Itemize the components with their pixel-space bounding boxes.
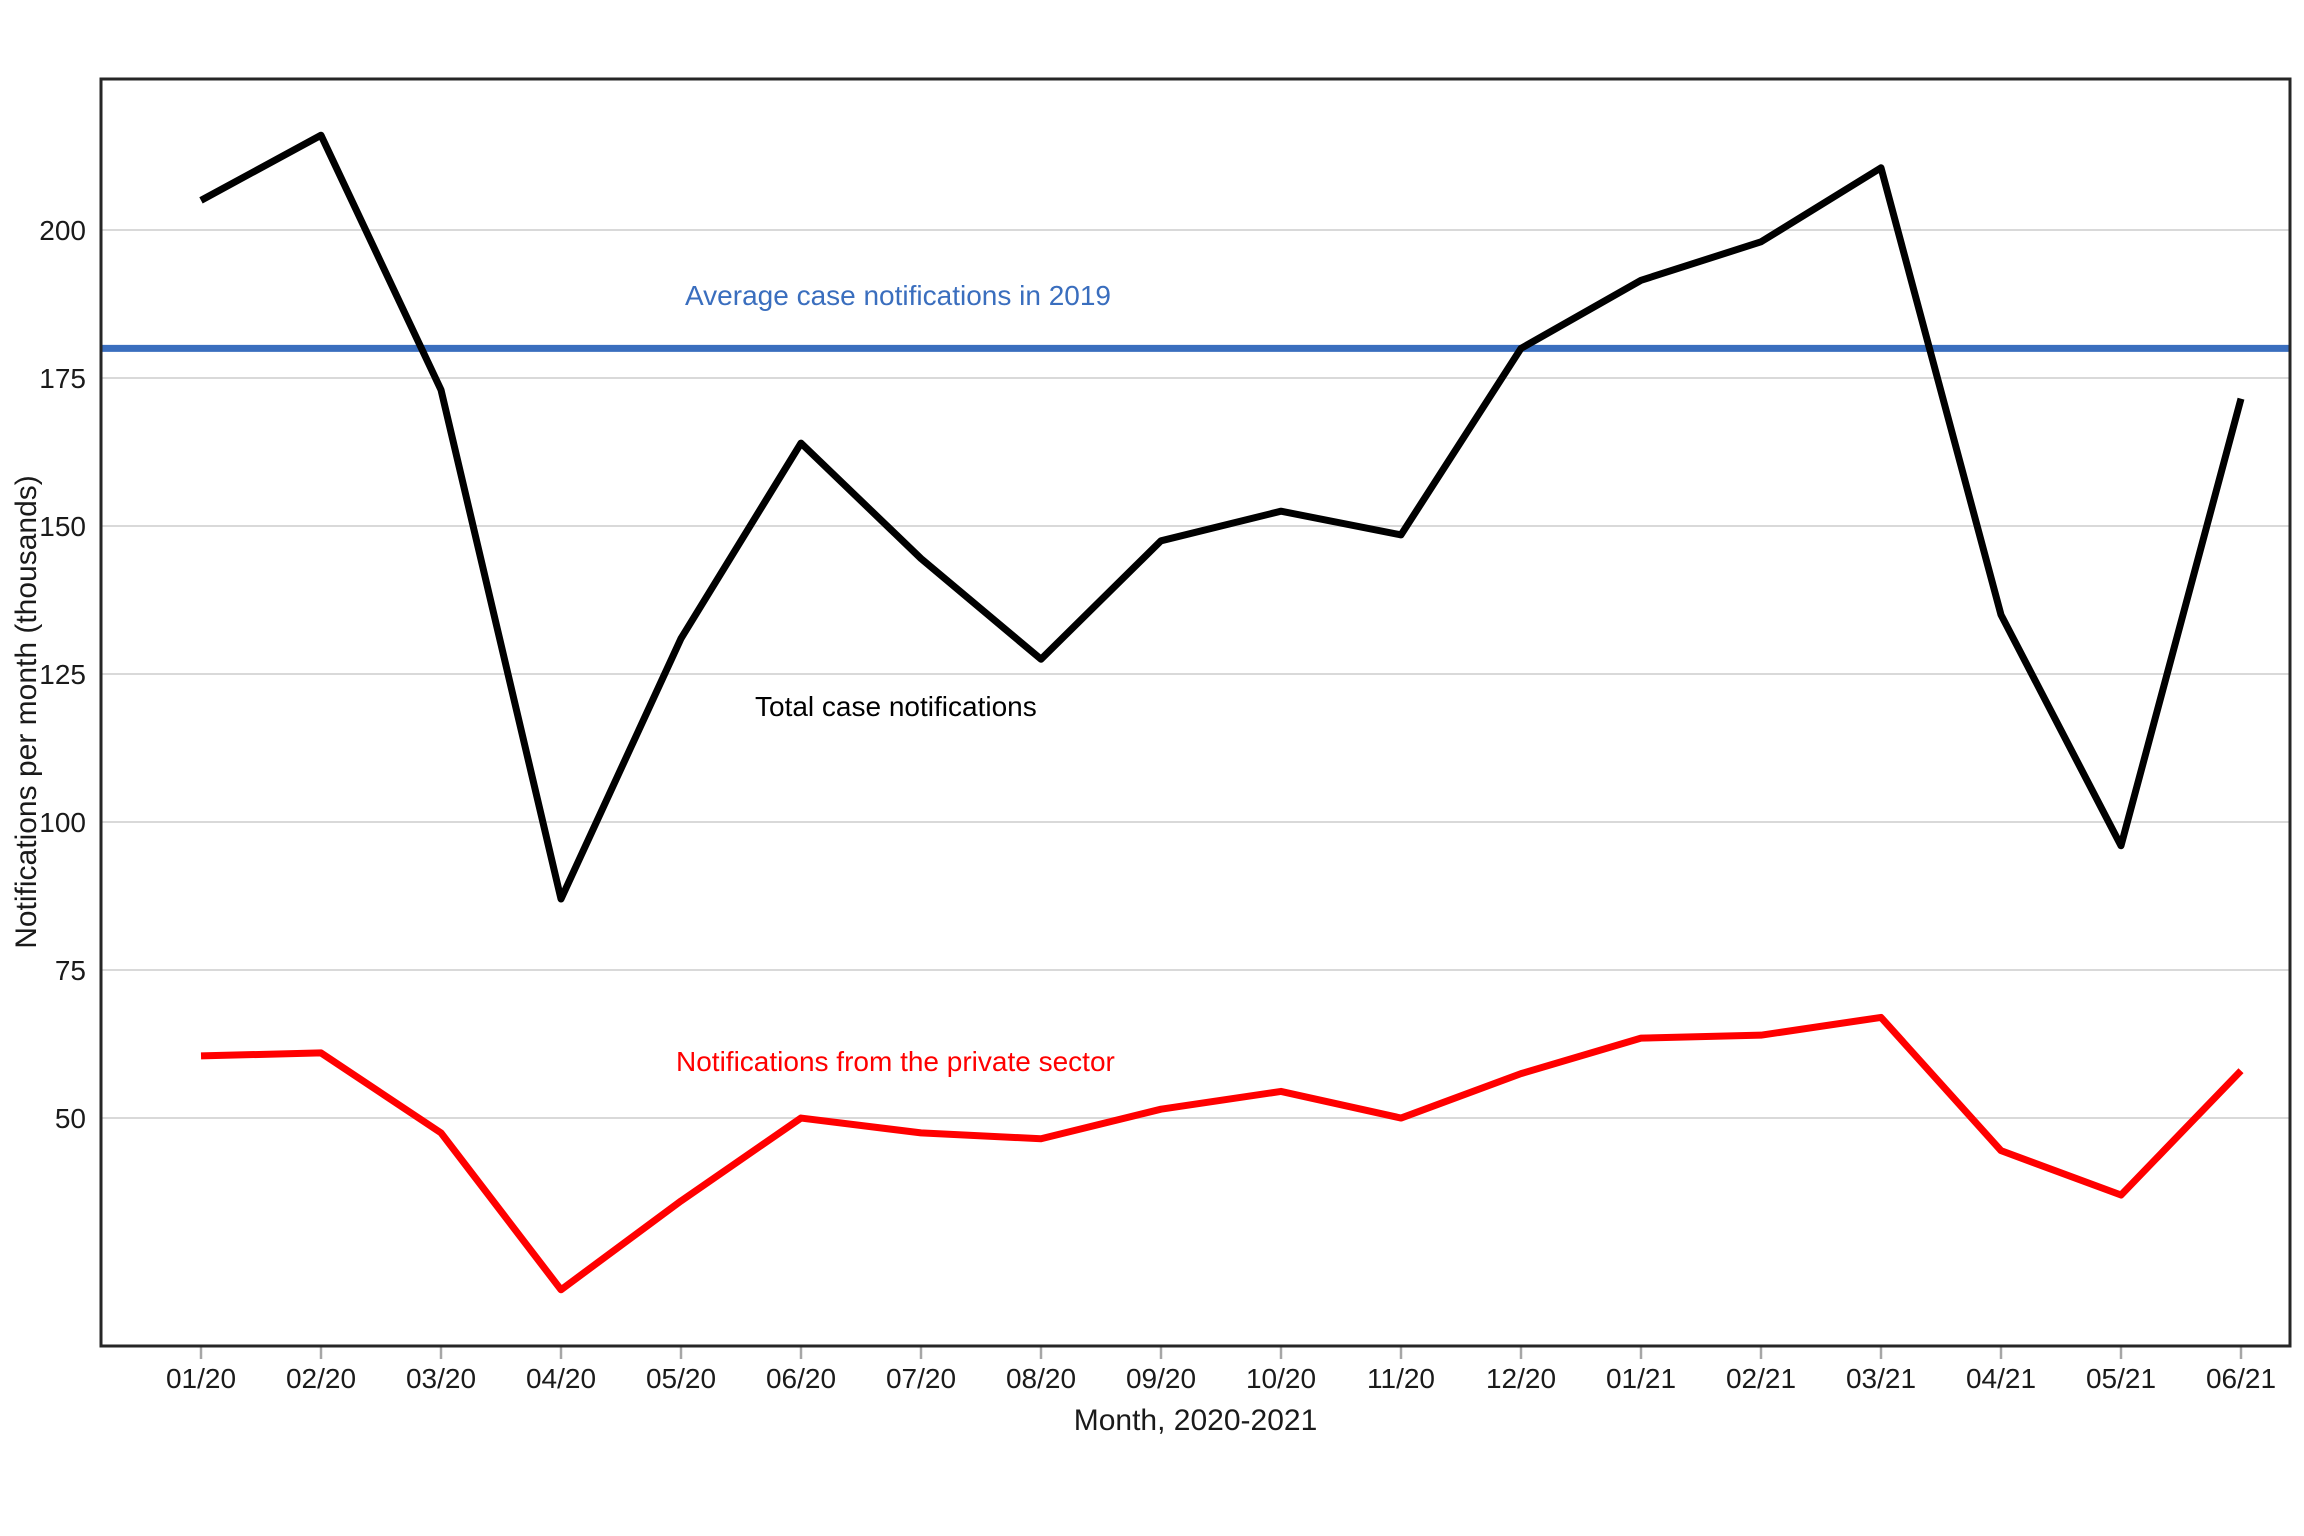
x-tick-label: 04/21 (1966, 1363, 2036, 1394)
x-tick-label: 03/21 (1846, 1363, 1916, 1394)
total-line-label: Total case notifications (755, 691, 1037, 722)
x-axis-title: Month, 2020-2021 (1073, 1404, 1318, 1437)
x-tick-label: 02/20 (286, 1363, 356, 1394)
x-tick-label: 07/20 (886, 1363, 956, 1394)
x-tick-label: 06/20 (766, 1363, 836, 1394)
x-tick-label: 11/20 (1367, 1363, 1435, 1394)
x-tick-label: 04/20 (526, 1363, 596, 1394)
y-tick-label: 150 (39, 511, 86, 542)
x-tick-label: 09/20 (1126, 1363, 1196, 1394)
x-tick-label: 12/20 (1486, 1363, 1556, 1394)
y-tick-label: 200 (39, 215, 86, 246)
y-tick-label: 125 (39, 659, 86, 690)
x-tick-label: 05/21 (2086, 1363, 2156, 1394)
y-tick-label: 175 (39, 363, 86, 394)
y-tick-label: 100 (39, 807, 86, 838)
x-tick-label: 02/21 (1726, 1363, 1796, 1394)
x-tick-label: 08/20 (1006, 1363, 1076, 1394)
x-tick-label: 10/20 (1246, 1363, 1316, 1394)
plot-border (99, 77, 2292, 1348)
average-line-label: Average case notifications in 2019 (685, 280, 1111, 311)
y-tick-label: 50 (55, 1103, 86, 1134)
y-axis-title: Notifications per month (thousands) (10, 475, 43, 949)
x-tick-label: 03/20 (406, 1363, 476, 1394)
x-tick-label: 05/20 (646, 1363, 716, 1394)
private-line-label: Notifications from the private sector (676, 1046, 1115, 1077)
private-line (200, 1013, 2244, 1294)
total-line (199, 131, 2245, 903)
x-tick-label: 06/21 (2206, 1363, 2276, 1394)
x-tick-label: 01/21 (1606, 1363, 1676, 1394)
x-tick-label: 01/20 (166, 1363, 236, 1394)
y-tick-label: 75 (55, 955, 86, 986)
